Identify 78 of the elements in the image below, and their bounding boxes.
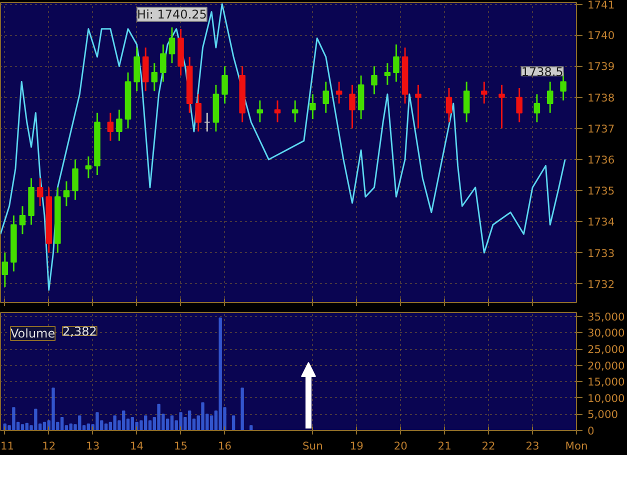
- x-tick-label: 13: [86, 440, 100, 452]
- x-tick-label: 22: [482, 440, 496, 452]
- x-tick-label: Sun: [302, 440, 323, 452]
- candlestick: [222, 65, 228, 104]
- y-tick-label: 1735: [588, 184, 615, 198]
- annotation: 2,382: [62, 324, 97, 338]
- bar: [130, 416, 134, 430]
- candlestick: [2, 252, 8, 288]
- y-tick-label: 1733: [588, 246, 615, 260]
- candlestick: [463, 81, 470, 123]
- candlestick: [546, 81, 554, 114]
- candlestick: [151, 62, 158, 92]
- y-tick-label: 15,000: [588, 376, 626, 389]
- candlestick: [168, 26, 176, 64]
- candlestick: [371, 65, 378, 95]
- candlestick: [446, 87, 452, 123]
- candlestick: [107, 112, 114, 142]
- bar: [250, 425, 253, 430]
- candlestick: [195, 93, 202, 132]
- candlestick: [36, 177, 44, 207]
- x-tick-label: 12: [42, 440, 56, 452]
- candlestick: [534, 93, 540, 123]
- candlestick: [19, 205, 26, 235]
- bar: [104, 423, 108, 430]
- x-tick-label: 19: [350, 440, 364, 452]
- y-tick-label: 1734: [588, 216, 615, 229]
- bar: [60, 416, 64, 430]
- bar: [170, 415, 174, 430]
- candlestick: [349, 84, 356, 130]
- y-tick-label: 1739: [588, 60, 615, 74]
- annotation: Hi: 1740.25: [137, 7, 207, 22]
- bar: [232, 415, 236, 430]
- candlestick: [516, 87, 522, 123]
- candlestick: [415, 84, 422, 130]
- candlestick: [292, 100, 298, 123]
- y-tick-label: 1732: [588, 278, 615, 291]
- y-tick-label: 35,000: [588, 310, 626, 324]
- bar: [20, 424, 24, 430]
- y-tick-label: 1737: [588, 122, 615, 136]
- x-tick-label: 11: [0, 440, 14, 452]
- bar: [240, 388, 244, 430]
- candlestick: [336, 81, 342, 104]
- y-tick-label: 1736: [588, 153, 615, 166]
- y-tick-label: 0: [588, 424, 594, 438]
- candlestick: [481, 81, 488, 104]
- candlestick: [116, 109, 122, 142]
- candlestick: [384, 62, 391, 86]
- x-tick-label: 14: [130, 440, 144, 452]
- candlestick: [310, 93, 316, 120]
- y-tick-label: 1741: [588, 0, 615, 12]
- y-tick-label: 20,000: [588, 359, 626, 372]
- candlestick: [274, 100, 281, 123]
- x-tick-label: 20: [394, 440, 408, 452]
- x-tick-label: 15: [174, 440, 188, 452]
- y-tick-label: 25,000: [588, 343, 626, 356]
- line-series: [0, 3, 566, 291]
- candlestick: [322, 81, 330, 114]
- y-tick-label: 5,000: [588, 408, 618, 422]
- x-tick-label: 21: [438, 440, 452, 452]
- candlestick: [160, 44, 166, 83]
- y-tick-label: 10,000: [588, 392, 626, 405]
- x-tick-label: 23: [526, 440, 540, 452]
- bar: [86, 423, 90, 430]
- y-tick-label: 30,000: [588, 326, 626, 340]
- candlestick: [72, 158, 78, 201]
- candlestick: [256, 100, 264, 123]
- bar: [188, 410, 192, 430]
- candlestick: [498, 84, 505, 130]
- y-tick-label: 1738: [588, 91, 615, 104]
- candlestick: [85, 156, 92, 179]
- x-tick-label: 16: [218, 440, 232, 452]
- candlestick: [63, 180, 70, 207]
- candlestick: [204, 112, 210, 132]
- bar: [42, 422, 46, 430]
- annotation: 1738.5: [521, 64, 564, 79]
- candlestick: [393, 44, 400, 83]
- x-tick-label: Mon: [565, 440, 588, 452]
- y-tick-label: 1740: [588, 29, 615, 42]
